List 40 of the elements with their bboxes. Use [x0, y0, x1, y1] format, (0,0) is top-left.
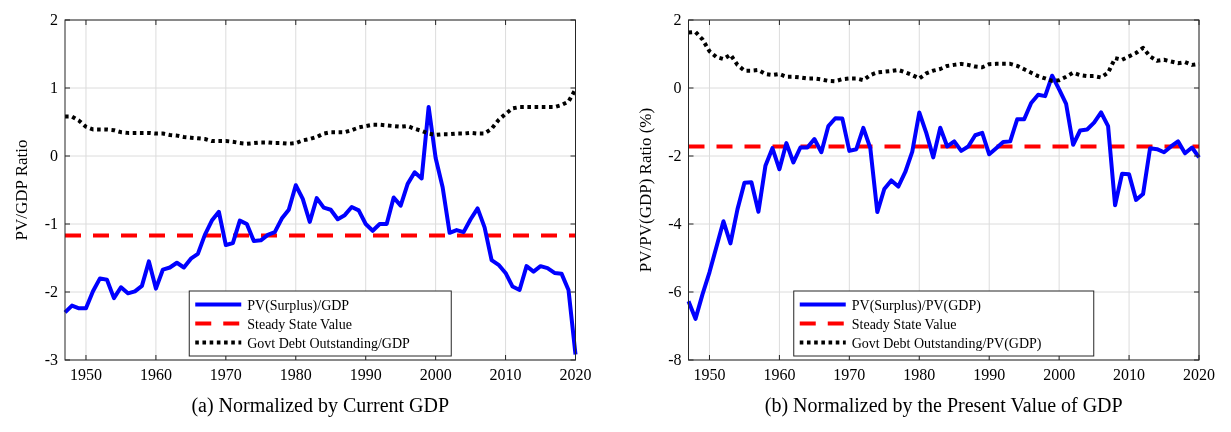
- y-tick-label: 2: [673, 11, 682, 28]
- y-tick-label: -3: [44, 351, 58, 368]
- x-tick-label: 1980: [279, 366, 312, 383]
- legend-label: Govt Debt Outstanding/GDP: [247, 335, 411, 351]
- y-tick-label: -2: [668, 147, 682, 164]
- y-axis-title: PV/PV(GDP) Ratio (%): [635, 107, 655, 273]
- text: (a) Normalized by Current GDP: [191, 394, 450, 417]
- y-tick-label: -2: [44, 283, 58, 300]
- x-tick-label: 1980: [903, 366, 936, 383]
- x-tick-label: 2010: [1113, 366, 1146, 383]
- x-tick-label: 1960: [763, 366, 796, 383]
- x-tick-label: 2000: [419, 366, 452, 383]
- x-tick-label: 1950: [69, 366, 102, 383]
- x-tick-label: 1960: [139, 366, 172, 383]
- y-tick-label: 2: [50, 11, 58, 28]
- x-tick-label: 1990: [349, 366, 382, 383]
- x-tick-label: 1950: [693, 366, 726, 383]
- legend-label: PV(Surplus)/PV(GDP): [851, 297, 982, 314]
- x-tick-label: 1970: [833, 366, 866, 383]
- legend-label: Govt Debt Outstanding/PV(GDP): [851, 335, 1042, 352]
- y-tick-label: -6: [668, 283, 682, 300]
- text: (b) Normalized by the Present Value of GDP: [764, 394, 1123, 417]
- y-tick-label: -1: [44, 215, 58, 232]
- y-tick-label: -8: [668, 351, 682, 368]
- legend-label: PV(Surplus)/GDP: [247, 297, 350, 314]
- y-axis-title: PV/GDP Ratio: [12, 139, 31, 241]
- y-tick-label: 0: [50, 147, 58, 164]
- x-tick-label: 2020: [559, 366, 592, 383]
- line-series: [63, 105, 578, 357]
- y-tick-label: 0: [673, 79, 682, 96]
- line-series: [686, 73, 1201, 321]
- x-tick-label: 2000: [1043, 366, 1076, 383]
- x-tick-label: 1990: [973, 366, 1006, 383]
- legend-label: Steady State Value: [851, 316, 957, 332]
- x-tick-label: 2010: [489, 366, 522, 383]
- y-tick-label: 1: [50, 79, 58, 96]
- legend-label: Steady State Value: [247, 316, 352, 332]
- x-tick-label: 2020: [1183, 366, 1215, 383]
- x-tick-label: 1970: [209, 366, 242, 383]
- y-tick-label: -4: [668, 215, 682, 232]
